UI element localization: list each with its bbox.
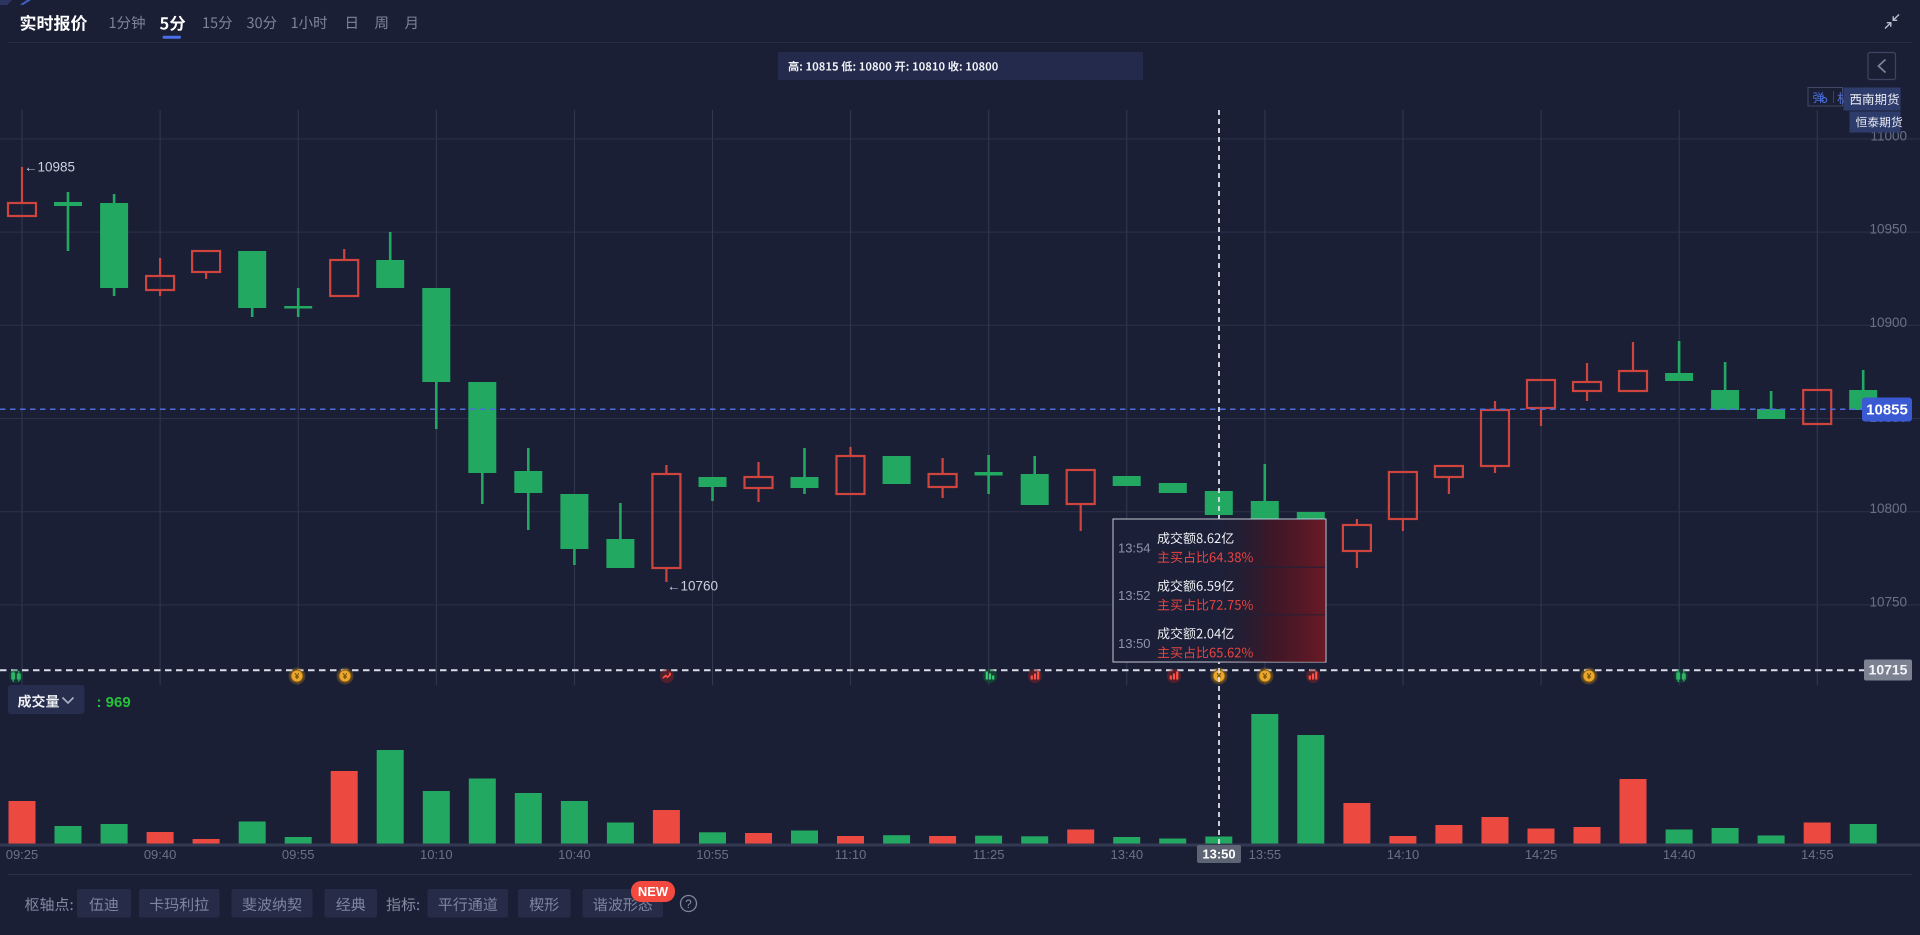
svg-text:13:50: 13:50 xyxy=(1202,847,1235,862)
svg-text:09:25: 09:25 xyxy=(6,847,39,862)
svg-text:10900: 10900 xyxy=(1869,315,1907,330)
svg-text:13:52: 13:52 xyxy=(1118,588,1151,603)
svg-text:←10985: ←10985 xyxy=(24,160,75,175)
svg-text:13:54: 13:54 xyxy=(1118,541,1151,556)
svg-text:10800: 10800 xyxy=(1869,501,1907,516)
svg-text:10750: 10750 xyxy=(1869,594,1907,609)
svg-text:14:55: 14:55 xyxy=(1801,847,1834,862)
svg-text:14:10: 14:10 xyxy=(1387,847,1420,862)
svg-text:14:40: 14:40 xyxy=(1663,847,1696,862)
svg-text:11:25: 11:25 xyxy=(973,847,1005,862)
svg-text:NEW: NEW xyxy=(638,884,669,899)
svg-text:10855: 10855 xyxy=(1866,402,1908,419)
svg-text:13:50: 13:50 xyxy=(1118,636,1151,651)
svg-text:?: ? xyxy=(685,899,691,911)
svg-text:10950: 10950 xyxy=(1869,222,1907,237)
svg-text:←10760: ←10760 xyxy=(667,579,718,594)
svg-text:: 969: : 969 xyxy=(97,694,131,711)
svg-text:10:55: 10:55 xyxy=(696,847,729,862)
svg-text:10:40: 10:40 xyxy=(558,847,591,862)
svg-text:09:40: 09:40 xyxy=(144,847,177,862)
svg-text:10715: 10715 xyxy=(1869,662,1908,678)
svg-text:13:40: 13:40 xyxy=(1111,847,1144,862)
svg-text:14:25: 14:25 xyxy=(1525,847,1558,862)
svg-text:10:10: 10:10 xyxy=(420,847,453,862)
svg-text:11:10: 11:10 xyxy=(835,847,867,862)
svg-text:13:55: 13:55 xyxy=(1249,847,1282,862)
svg-text:09:55: 09:55 xyxy=(282,847,315,862)
